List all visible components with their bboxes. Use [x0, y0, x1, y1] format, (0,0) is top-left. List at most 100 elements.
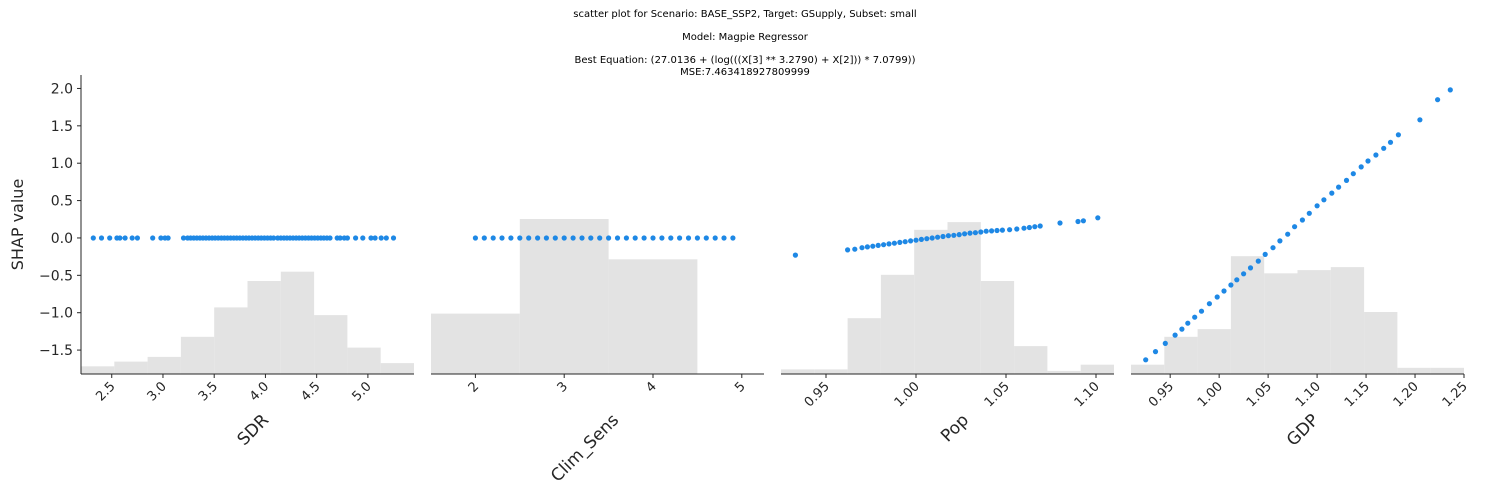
histogram-bar: [280, 271, 315, 374]
scatter-point: [908, 238, 914, 244]
scatter-point: [902, 239, 908, 245]
scatter-point: [1057, 220, 1063, 226]
histogram-bar: [114, 361, 148, 374]
scatter-point: [526, 235, 532, 241]
scatter-point: [913, 237, 919, 243]
scatter-point: [659, 235, 665, 241]
scatter-point: [1373, 152, 1379, 158]
histogram-bar: [1164, 336, 1198, 374]
x-tick-label: 0.95: [1146, 379, 1177, 410]
scatter-point: [935, 234, 941, 240]
scatter-point: [1321, 197, 1327, 203]
y-tick-label: 1.0: [51, 156, 73, 172]
scatter-point: [1185, 320, 1191, 326]
histogram-bar: [781, 369, 815, 374]
x-tick-label: 1.05: [1244, 379, 1275, 410]
scatter-point: [1417, 117, 1423, 123]
scatter-point: [1447, 87, 1453, 93]
histogram-bar: [1131, 364, 1165, 374]
x-tick-label: 2: [466, 379, 482, 395]
scatter-point: [1198, 308, 1205, 314]
scatter-point: [1350, 171, 1356, 177]
x-tick-label: 3: [555, 379, 571, 395]
scatter-point: [870, 243, 876, 249]
scatter-point: [271, 235, 277, 241]
chart-title-line-4: MSE:7.463418927809999: [680, 67, 810, 78]
histogram-bar: [1014, 346, 1048, 374]
scatter-point: [999, 227, 1006, 233]
scatter-point: [1306, 210, 1312, 216]
histogram-bar: [1047, 370, 1081, 374]
y-tick-label: 1.5: [51, 119, 73, 135]
scatter-point: [792, 252, 799, 258]
scatter-point: [1152, 349, 1159, 355]
x-tick-label: 1.00: [1195, 379, 1226, 410]
scatter-point: [1387, 139, 1394, 145]
scatter-point: [1285, 231, 1291, 237]
scatter-point: [1080, 218, 1086, 224]
scatter-point: [1435, 97, 1441, 103]
scatter-point: [994, 227, 1000, 234]
scatter-point: [337, 235, 343, 241]
scatter-point: [508, 235, 514, 241]
scatter-point: [372, 235, 378, 241]
scatter-point: [1021, 225, 1027, 231]
y-tick-label: −0.5: [39, 268, 73, 284]
x-tick-label: 1.25: [1440, 379, 1471, 410]
scatter-point: [98, 235, 105, 241]
scatter-point: [134, 235, 140, 241]
y-tick-label: 0.5: [51, 194, 73, 210]
scatter-point: [864, 244, 871, 250]
histogram-bar: [314, 315, 348, 374]
histogram-bar: [1430, 367, 1464, 374]
panel-sdr: 2.5 3.0 3.5 4.0 4.5 5.0 SDR −1.5 −1.0 −0.5 0.0 0.5 1…: [8, 75, 414, 450]
scatter-point: [897, 239, 903, 245]
scatter-point: [1075, 218, 1081, 225]
x-tick-label: 1.20: [1391, 379, 1422, 410]
y-tick-label: 0.0: [51, 231, 73, 247]
scatter-point: [1032, 224, 1038, 230]
scatter-point: [978, 229, 984, 235]
scatter-point: [641, 235, 647, 241]
scatter-point: [597, 235, 603, 241]
histogram-bar: [880, 274, 915, 374]
histogram-bar: [1264, 273, 1298, 375]
scatter-point: [956, 232, 962, 238]
scatter-point: [472, 235, 478, 241]
scatter-point: [1228, 282, 1234, 288]
scatter-point: [623, 235, 630, 241]
histogram-bar: [914, 229, 948, 374]
scatter-point: [129, 235, 135, 241]
scatter-point: [1255, 258, 1261, 264]
scatter-point: [490, 235, 496, 241]
scatter-point: [940, 233, 946, 240]
scatter-point: [1007, 227, 1013, 233]
x-tick-label: 4: [643, 379, 659, 395]
scatter-point: [967, 230, 973, 236]
panel-clim-sens: 2 3 4 5 Clim_Sens: [431, 219, 764, 486]
x-tick-label: 1.05: [982, 379, 1013, 410]
scatter-point: [1172, 332, 1178, 338]
scatter-point: [1381, 145, 1387, 151]
x-tick-label: 5.0: [349, 379, 374, 404]
scatter-point: [989, 228, 995, 234]
histogram-bar: [947, 222, 981, 374]
x-tick-label: 2.5: [93, 379, 118, 404]
scatter-point: [1365, 158, 1371, 164]
scatter-point: [962, 231, 968, 237]
scatter-point: [951, 232, 957, 238]
scatter-point: [1292, 224, 1298, 230]
scatter-point: [579, 235, 585, 241]
y-axis-label: SHAP value: [8, 179, 27, 271]
scatter-point: [1206, 301, 1212, 307]
scatter-point: [1162, 340, 1168, 346]
x-tick-label: 3.5: [196, 379, 221, 404]
scatter-point: [685, 235, 692, 241]
histogram-bar: [1080, 364, 1114, 374]
scatter-point: [1014, 226, 1020, 232]
chart-title-line-3: Best Equation: (27.0136 + (log(((X[3] **…: [574, 55, 916, 66]
scatter-point: [481, 235, 487, 241]
scatter-point: [1336, 184, 1342, 190]
scatter-point: [165, 235, 171, 241]
